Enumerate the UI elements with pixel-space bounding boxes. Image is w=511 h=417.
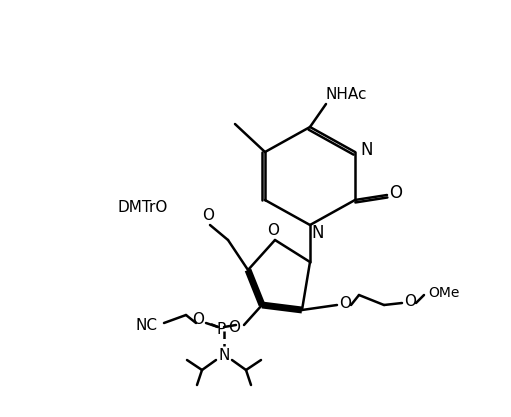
Text: P: P [216, 322, 226, 337]
Text: O: O [202, 208, 214, 223]
Text: NC: NC [135, 317, 157, 332]
Text: O: O [339, 296, 351, 311]
Text: OMe: OMe [428, 286, 460, 300]
Text: O: O [267, 223, 279, 238]
Text: O: O [228, 321, 240, 336]
Text: O: O [404, 294, 416, 309]
Text: O: O [192, 311, 204, 327]
Text: N: N [218, 349, 229, 364]
Text: N: N [312, 224, 324, 242]
Text: N: N [361, 141, 373, 159]
Text: O: O [389, 184, 403, 202]
Text: DMTrO: DMTrO [118, 199, 168, 214]
Text: NHAc: NHAc [325, 86, 367, 101]
